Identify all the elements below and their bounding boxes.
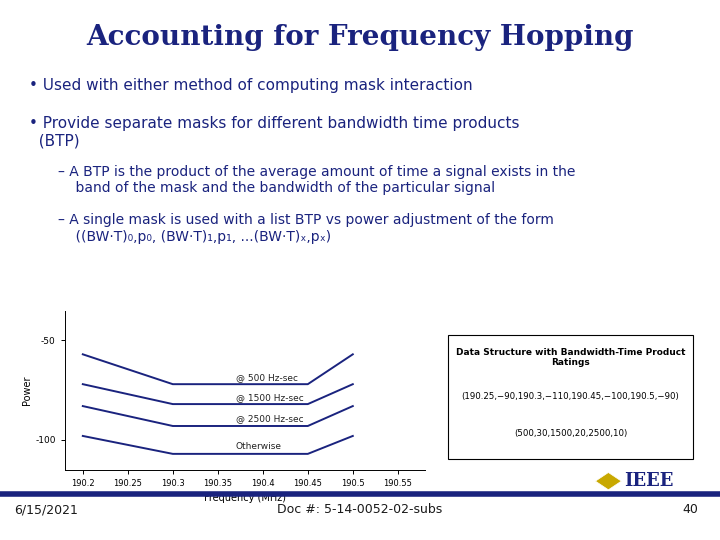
Text: 40: 40 [683, 503, 698, 516]
Text: (500,30,1500,20,2500,10): (500,30,1500,20,2500,10) [514, 429, 627, 438]
Text: 6/15/2021: 6/15/2021 [14, 503, 78, 516]
Text: Otherwise: Otherwise [235, 442, 282, 451]
Text: Accounting for Frequency Hopping: Accounting for Frequency Hopping [86, 24, 634, 51]
Text: @ 2500 Hz-sec: @ 2500 Hz-sec [235, 415, 303, 423]
Text: • Used with either method of computing mask interaction: • Used with either method of computing m… [29, 78, 472, 93]
Text: • Provide separate masks for different bandwidth time products
  (BTP): • Provide separate masks for different b… [29, 116, 519, 148]
FancyBboxPatch shape [448, 335, 693, 459]
Text: – A BTP is the product of the average amount of time a signal exists in the
    : – A BTP is the product of the average am… [58, 165, 575, 195]
Text: – A single mask is used with a list BTP vs power adjustment of the form
    ((BW: – A single mask is used with a list BTP … [58, 213, 554, 244]
Y-axis label: Power: Power [22, 375, 32, 405]
Text: @ 500 Hz-sec: @ 500 Hz-sec [235, 373, 298, 382]
Text: @ 1500 Hz-sec: @ 1500 Hz-sec [235, 393, 304, 402]
X-axis label: Frequency (MHz): Frequency (MHz) [204, 494, 286, 503]
Text: IEEE: IEEE [624, 472, 674, 490]
Text: Doc #: 5-14-0052-02-subs: Doc #: 5-14-0052-02-subs [277, 503, 443, 516]
Text: (190.25,−90,190.3,−110,190.45,−100,190.5,−90): (190.25,−90,190.3,−110,190.45,−100,190.5… [462, 393, 680, 401]
Text: Data Structure with Bandwidth-Time Product
Ratings: Data Structure with Bandwidth-Time Produ… [456, 348, 685, 367]
